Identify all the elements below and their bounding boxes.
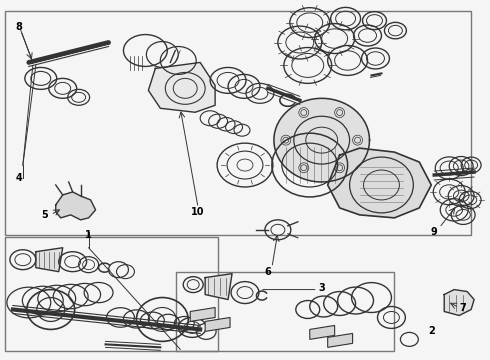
Text: 4: 4: [16, 173, 22, 183]
Text: 9: 9: [431, 227, 438, 237]
Text: 5: 5: [41, 210, 48, 220]
Polygon shape: [328, 333, 353, 347]
Text: 3: 3: [318, 283, 325, 293]
Text: 2: 2: [428, 327, 435, 336]
Polygon shape: [444, 289, 474, 315]
Text: 6: 6: [265, 267, 271, 276]
Polygon shape: [205, 318, 230, 332]
Polygon shape: [190, 307, 215, 321]
Text: 1: 1: [85, 230, 92, 240]
Text: 10: 10: [192, 207, 205, 217]
Polygon shape: [310, 325, 335, 339]
Polygon shape: [148, 62, 215, 112]
Polygon shape: [36, 248, 63, 272]
Polygon shape: [328, 148, 431, 218]
Polygon shape: [56, 192, 96, 220]
Text: 7: 7: [460, 302, 466, 312]
Text: 8: 8: [16, 22, 23, 32]
Bar: [176, 272, 394, 351]
Bar: [5, 11, 471, 235]
Bar: [5, 237, 218, 351]
Polygon shape: [205, 274, 232, 300]
Polygon shape: [274, 98, 369, 182]
